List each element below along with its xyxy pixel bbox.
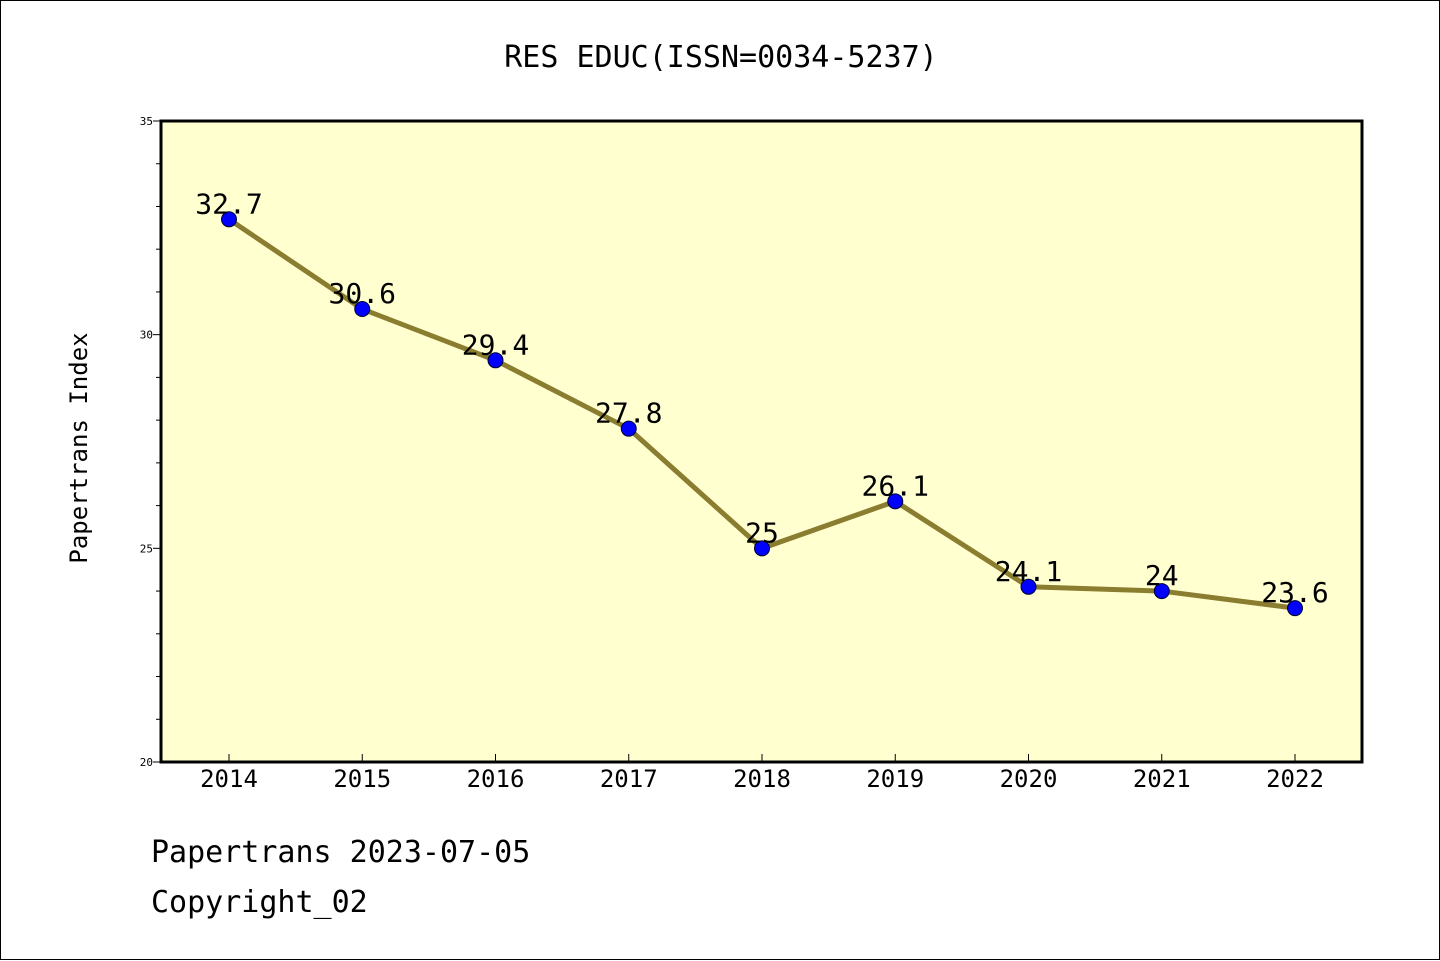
x-tick-label: 2020	[1000, 765, 1058, 793]
copyright-text: Copyright_02	[151, 885, 368, 920]
data-point	[1020, 578, 1037, 595]
x-tick-label: 2017	[600, 765, 658, 793]
plot-area	[159, 119, 1364, 764]
x-tick-label: 2021	[1133, 765, 1191, 793]
data-label: 32.7	[195, 187, 262, 220]
x-tick-label: 2022	[1266, 765, 1324, 793]
y-tick-label: 25	[140, 542, 153, 555]
data-point	[221, 211, 237, 228]
data-label: 23.6	[1261, 576, 1328, 609]
data-label: 29.4	[462, 328, 529, 361]
data-label: 30.6	[329, 277, 396, 310]
y-tick-label: 20	[140, 756, 153, 769]
source-date-text: Papertrans 2023-07-05	[151, 835, 531, 870]
data-label: 27.8	[595, 397, 662, 430]
x-tick-label: 2016	[467, 765, 525, 793]
data-point	[487, 352, 504, 369]
x-tick-label: 2015	[333, 765, 391, 793]
data-label: 26.1	[862, 469, 929, 502]
x-tick-label: 2018	[733, 765, 791, 793]
series-layer: 32.7 30.6 29.4 27.8 25 26.1 24.1 24 23.6	[195, 187, 1329, 617]
y-tick-label: 30	[140, 329, 153, 342]
data-point	[1153, 583, 1170, 600]
chart-title: RES EDUC(ISSN=0034-5237)	[504, 40, 937, 75]
data-point	[620, 420, 637, 437]
x-tick-label: 2019	[866, 765, 924, 793]
data-label: 24.1	[995, 555, 1062, 588]
data-point	[1287, 600, 1303, 617]
y-axis: 20 25 30 35	[140, 115, 161, 769]
y-tick-label: 35	[140, 115, 153, 128]
data-label: 25	[745, 516, 779, 549]
x-axis: 2014 2015 2016 2017 2018 2019 2020 2021 2022	[200, 754, 1324, 793]
y-axis-label: Papertrans Index	[65, 332, 93, 563]
x-tick-label: 2014	[200, 765, 258, 793]
data-point	[354, 301, 371, 318]
data-point	[754, 540, 770, 557]
data-point	[887, 493, 904, 510]
data-label: 24	[1145, 559, 1179, 592]
